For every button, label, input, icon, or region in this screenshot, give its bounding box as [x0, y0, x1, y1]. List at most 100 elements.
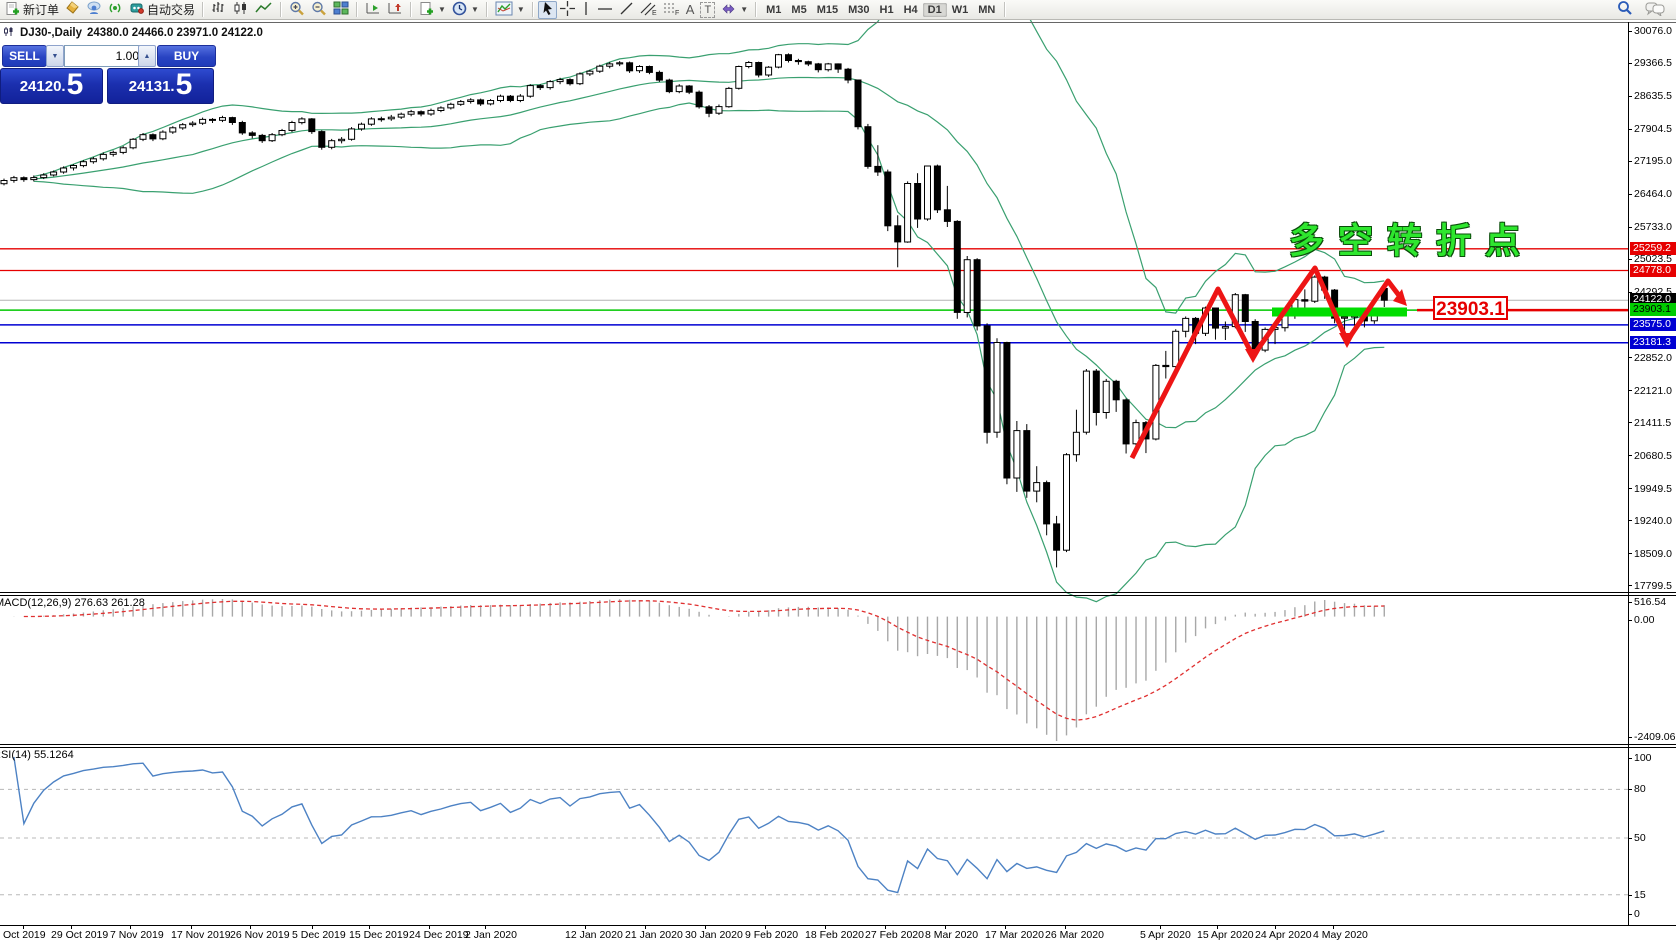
templates-button[interactable]: ▼ [416, 1, 449, 19]
date-tick [765, 926, 766, 929]
rsi-panel-divider[interactable] [0, 744, 1676, 745]
zoom-out-button[interactable] [308, 1, 330, 19]
price-alert-button[interactable] [62, 1, 83, 19]
price-tick-label: 20680.5 [1634, 449, 1672, 462]
templates-icon [419, 1, 434, 19]
fibonacci-button[interactable]: F [660, 1, 683, 19]
rsi-scale-label: 100 [1634, 752, 1652, 764]
date-tick [1333, 926, 1334, 929]
date-label: 26 Nov 2019 [230, 929, 290, 941]
candlestick-chart-icon [233, 1, 249, 18]
horizontal-line-icon [597, 1, 613, 19]
price-tick [1628, 226, 1632, 228]
date-tick [130, 926, 131, 929]
date-label: 2 Jan 2020 [465, 929, 517, 941]
price-tick-label: 19240.0 [1634, 514, 1672, 527]
timeframe-w1[interactable]: W1 [951, 3, 969, 16]
date-tick [1005, 926, 1006, 929]
date-label: 29 Oct 2019 [51, 929, 109, 941]
sell-button[interactable]: SELL [2, 45, 47, 67]
price-tick-label: 25023.5 [1634, 253, 1672, 266]
chart-top-border [0, 22, 1676, 23]
timeframe-d1[interactable]: D1 [922, 2, 947, 17]
cursor-icon [541, 1, 554, 19]
date-tick [945, 926, 946, 929]
zoom-in-icon [289, 1, 305, 19]
auto-trading-label: 自动交易 [147, 3, 196, 17]
indicators-button[interactable]: ▼ [492, 1, 528, 19]
line-chart-button[interactable] [252, 1, 276, 19]
date-label: Oct 2019 [3, 929, 46, 941]
community-button[interactable] [83, 1, 105, 19]
date-tick [312, 926, 313, 929]
fibonacci-icon: F [663, 1, 680, 19]
text-label-icon: T [700, 1, 716, 18]
date-label: 24 Apr 2020 [1255, 929, 1312, 941]
text-label-button[interactable]: T [697, 1, 718, 19]
timeframe-m15[interactable]: M15 [816, 3, 839, 16]
date-label: 9 Feb 2020 [745, 929, 799, 941]
chart-text-annotation: 多空转折点 [1289, 222, 1535, 261]
price-tick [1628, 30, 1632, 32]
price-line-label-black: 24122.0 [1630, 293, 1676, 307]
candlestick-chart-button[interactable] [230, 1, 252, 19]
timeframe-mn[interactable]: MN [978, 3, 996, 16]
chart-shift-button[interactable] [362, 1, 384, 19]
horizontal-line-button[interactable] [594, 1, 616, 19]
price-tick [1628, 455, 1632, 457]
price-tick [1628, 488, 1632, 490]
price-tick-label: 18509.0 [1634, 547, 1672, 560]
text-button[interactable]: A [683, 1, 698, 19]
crosshair-button[interactable] [557, 0, 578, 19]
tile-windows-button[interactable] [330, 1, 352, 19]
bar-chart-button[interactable] [208, 1, 230, 19]
rsi-scale-label: 50 [1634, 832, 1646, 844]
chart-symbol-label: DJ30-,Daily [20, 27, 83, 39]
arrows-icon [721, 1, 736, 19]
timeframe-m30[interactable]: M30 [848, 3, 870, 16]
signals-button[interactable] [105, 1, 126, 19]
date-tick [1065, 926, 1066, 929]
cursor-button[interactable] [537, 0, 557, 19]
arrows-button[interactable]: ▼ [718, 1, 751, 19]
volume-decrease-button[interactable]: ▼ [46, 45, 64, 67]
chart-canvas[interactable] [0, 0, 1628, 951]
date-tick [369, 926, 370, 929]
macd-scale-tick [1628, 602, 1632, 603]
rsi-panel-divider[interactable] [0, 747, 1676, 748]
periods-button[interactable]: ▼ [449, 1, 482, 19]
zoom-in-button[interactable] [286, 1, 308, 19]
sell-button-label: SELL [9, 49, 40, 63]
svg-text:F: F [675, 10, 679, 16]
auto-scroll-button[interactable] [384, 1, 406, 19]
price-tick [1628, 520, 1632, 522]
rsi-scale-label: 0 [1634, 908, 1640, 920]
date-label: 17 Nov 2019 [171, 929, 231, 941]
search-button[interactable] [1614, 1, 1636, 19]
new-order-button[interactable]: 新订单 [2, 1, 62, 19]
date-tick [885, 926, 886, 929]
timeframe-h1[interactable]: H1 [879, 3, 894, 16]
timeframe-m5[interactable]: M5 [791, 3, 807, 16]
macd-scale-label: 516.54 [1634, 596, 1667, 608]
chat-button[interactable] [1642, 1, 1668, 19]
date-tick [585, 926, 586, 929]
trendline-button[interactable] [616, 1, 637, 19]
equidistant-channel-button[interactable]: E [637, 1, 660, 19]
macd-panel-divider[interactable] [0, 595, 1676, 596]
timeframe-h4[interactable]: H4 [903, 3, 918, 16]
price-tick-label: 19949.5 [1634, 482, 1672, 495]
timeframe-m1[interactable]: M1 [766, 3, 782, 16]
auto-trading-button[interactable]: 自动交易 [126, 1, 198, 19]
price-callout-box: 23903.1 [1433, 296, 1508, 320]
vertical-line-button[interactable] [578, 1, 594, 19]
volume-input[interactable] [64, 45, 144, 67]
macd-panel-divider[interactable] [0, 592, 1676, 593]
macd-scale-label: 0.00 [1634, 614, 1655, 626]
buy-price-button[interactable]: 24131. 5 [107, 68, 214, 104]
volume-increase-button[interactable]: ▲ [138, 45, 156, 67]
date-label: 5 Apr 2020 [1140, 929, 1191, 941]
buy-button[interactable]: BUY [157, 45, 216, 67]
sell-price-button[interactable]: 24120. 5 [0, 68, 103, 104]
macd-scale-label: -2409.06 [1634, 731, 1676, 743]
